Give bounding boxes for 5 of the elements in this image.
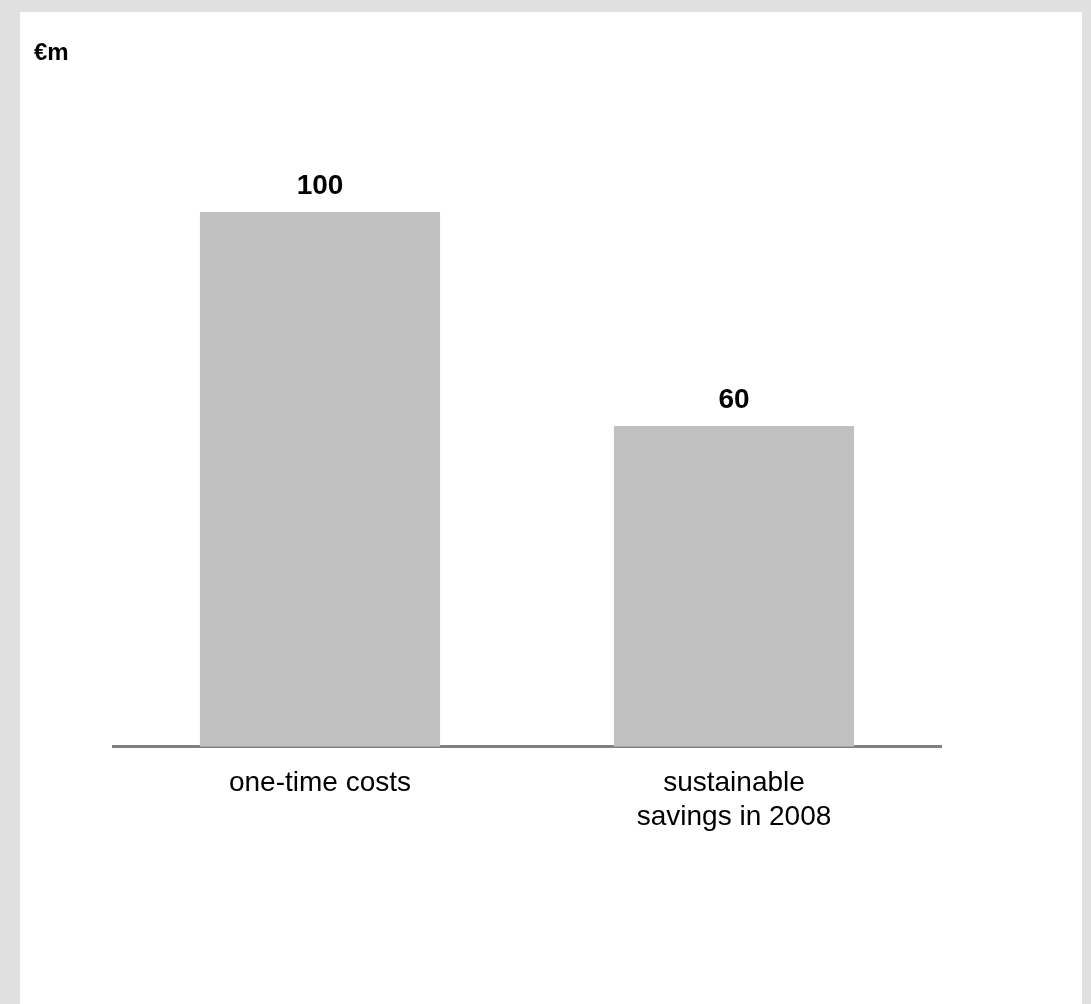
data-label: 100 bbox=[296, 168, 344, 200]
x-tick-label: one-time costs bbox=[228, 766, 412, 798]
data-label: 60 bbox=[718, 382, 750, 414]
x-tick-label: sustainable savings in 2008 bbox=[636, 766, 832, 831]
text: €m bbox=[34, 38, 69, 66]
